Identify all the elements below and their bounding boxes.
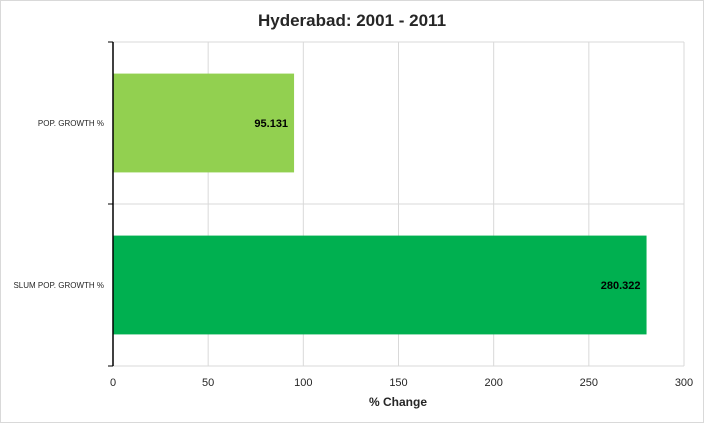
x-tick-label: 150 <box>389 377 407 389</box>
axes: 0 50 100 150 200 250 300 POP. GROWTH % SLUM POP.… <box>13 41 693 389</box>
x-axis-title: % Change <box>369 395 427 409</box>
data-label: 95.131 <box>254 118 288 130</box>
x-tick-label: 200 <box>484 377 502 389</box>
x-tick-label: 100 <box>294 377 312 389</box>
bar <box>113 235 647 335</box>
chart-title: Hyderabad: 2001 - 2011 <box>258 11 446 30</box>
gridlines <box>113 41 685 367</box>
x-tick-label: 0 <box>110 377 116 389</box>
x-tick-label: 50 <box>202 377 214 389</box>
category-label: SLUM POP. GROWTH % <box>13 281 104 290</box>
x-tick-label: 250 <box>580 377 598 389</box>
data-label: 280.322 <box>601 280 641 292</box>
x-tick-label: 300 <box>675 377 693 389</box>
bars: 95.131 280.322 <box>113 73 647 335</box>
category-label: POP. GROWTH % <box>38 119 104 128</box>
bar <box>113 73 295 173</box>
